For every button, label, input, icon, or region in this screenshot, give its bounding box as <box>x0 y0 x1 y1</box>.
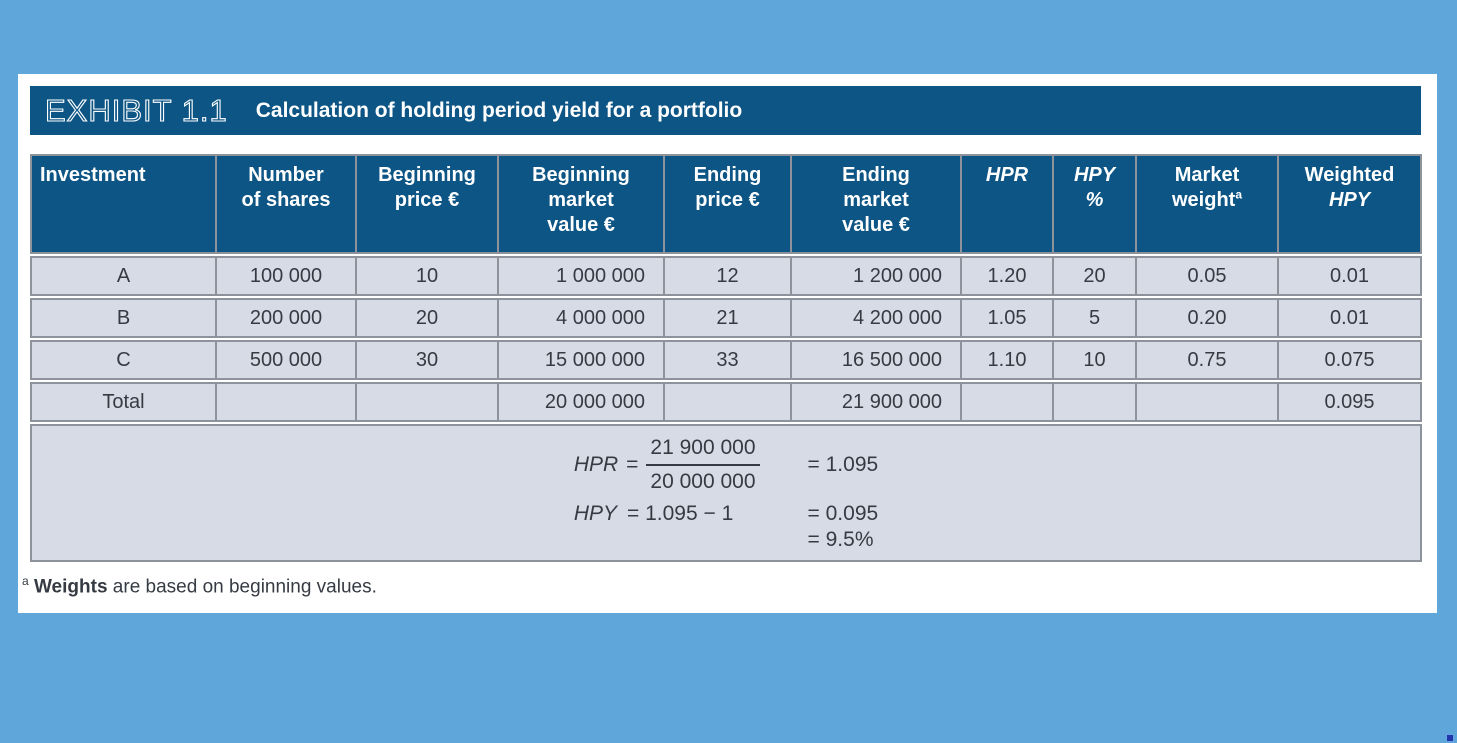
cell-begin-value: 15 000 000 <box>497 340 663 380</box>
corner-marker <box>1447 735 1453 741</box>
hpr-formula-lhs: HPR = 21 900 000 20 000 000 <box>574 436 760 494</box>
fraction-numerator: 21 900 000 <box>646 436 760 466</box>
table-header-row: Investment Number of shares Beginning pr… <box>30 154 1422 254</box>
cell-shares: 500 000 <box>215 340 355 380</box>
portfolio-yield-table: Investment Number of shares Beginning pr… <box>30 152 1422 564</box>
cell-begin-price: 20 <box>355 298 497 338</box>
cell-empty <box>1135 382 1277 422</box>
cell-begin-price: 30 <box>355 340 497 380</box>
table-row-b: B 200 000 20 4 000 000 21 4 200 000 1.05… <box>30 298 1422 338</box>
cell-end-value: 4 200 000 <box>790 298 960 338</box>
cell-begin-value: 1 000 000 <box>497 256 663 296</box>
cell-investment: A <box>30 256 215 296</box>
formula-block: HPR = 21 900 000 20 000 000 = 1.095 HPY … <box>574 436 878 552</box>
exhibit-title-bar: EXHIBIT 1.1 Calculation of holding perio… <box>30 86 1421 135</box>
table-total-row: Total 20 000 000 21 900 000 0.095 <box>30 382 1422 422</box>
table-row-a: A 100 000 10 1 000 000 12 1 200 000 1.20… <box>30 256 1422 296</box>
hpy-formula-lhs: HPY = 1.095 − 1 <box>573 502 734 525</box>
hpy-percent-result: = 9.5% <box>807 528 874 551</box>
cell-begin-value: 4 000 000 <box>497 298 663 338</box>
cell-hpr: 1.05 <box>960 298 1052 338</box>
footnote-text: are based on beginning values. <box>107 576 377 598</box>
portfolio-table-wrapper: Investment Number of shares Beginning pr… <box>30 152 1422 564</box>
cell-end-price: 12 <box>663 256 790 296</box>
cell-weighted-hpy: 0.01 <box>1277 298 1422 338</box>
cell-hpr: 1.10 <box>960 340 1052 380</box>
cell-empty <box>663 382 790 422</box>
header-beginning-price: Beginning price € <box>355 154 497 254</box>
header-beginning-market-value: Beginning market value € <box>497 154 663 254</box>
footnote-term: Weights <box>33 576 108 598</box>
cell-weight: 0.75 <box>1135 340 1277 380</box>
table-row-c: C 500 000 30 15 000 000 33 16 500 000 1.… <box>30 340 1422 380</box>
table-footnote: a Weights are based on beginning values. <box>22 574 377 598</box>
cell-end-price: 21 <box>663 298 790 338</box>
header-investment: Investment <box>30 154 215 254</box>
cell-hpy-pct: 20 <box>1052 256 1135 296</box>
fraction-denominator: 20 000 000 <box>650 470 756 493</box>
cell-empty <box>355 382 497 422</box>
footnote-marker: a <box>22 574 29 588</box>
cell-weighted-hpy: 0.01 <box>1277 256 1422 296</box>
cell-weight: 0.20 <box>1135 298 1277 338</box>
cell-total-label: Total <box>30 382 215 422</box>
cell-hpy-pct: 5 <box>1052 298 1135 338</box>
cell-weighted-hpy: 0.075 <box>1277 340 1422 380</box>
hpr-fraction: 21 900 000 20 000 000 <box>646 436 760 494</box>
cell-total-weighted-hpy: 0.095 <box>1277 382 1422 422</box>
exhibit-panel: EXHIBIT 1.1 Calculation of holding perio… <box>18 74 1437 613</box>
cell-begin-price: 10 <box>355 256 497 296</box>
hpr-formula-result: = 1.095 <box>807 453 879 476</box>
cell-weight: 0.05 <box>1135 256 1277 296</box>
cell-end-price: 33 <box>663 340 790 380</box>
formula-row: HPR = 21 900 000 20 000 000 = 1.095 HPY … <box>30 424 1422 562</box>
cell-shares: 200 000 <box>215 298 355 338</box>
header-ending-market-value: Ending market value € <box>790 154 960 254</box>
header-number-of-shares: Number of shares <box>215 154 355 254</box>
cell-end-value: 16 500 000 <box>790 340 960 380</box>
cell-investment: C <box>30 340 215 380</box>
cell-end-value: 1 200 000 <box>790 256 960 296</box>
hpy-formula-result: = 0.095 <box>807 502 879 525</box>
cell-empty <box>215 382 355 422</box>
cell-total-begin-value: 20 000 000 <box>497 382 663 422</box>
header-weighted-hpy: Weighted HPY <box>1277 154 1422 254</box>
header-ending-price: Ending price € <box>663 154 790 254</box>
exhibit-title: Calculation of holding period yield for … <box>255 98 743 122</box>
cell-hpy-pct: 10 <box>1052 340 1135 380</box>
header-hpy-pct: HPY % <box>1052 154 1135 254</box>
header-market-weight: Market weighta <box>1135 154 1277 254</box>
cell-total-end-value: 21 900 000 <box>790 382 960 422</box>
cell-shares: 100 000 <box>215 256 355 296</box>
formula-section: HPR = 21 900 000 20 000 000 = 1.095 HPY … <box>30 424 1422 562</box>
cell-empty <box>960 382 1052 422</box>
exhibit-number: EXHIBIT 1.1 <box>44 92 228 128</box>
cell-empty <box>1052 382 1135 422</box>
footnote-marker-sup: a <box>1235 187 1243 202</box>
cell-hpr: 1.20 <box>960 256 1052 296</box>
header-hpr: HPR <box>960 154 1052 254</box>
cell-investment: B <box>30 298 215 338</box>
